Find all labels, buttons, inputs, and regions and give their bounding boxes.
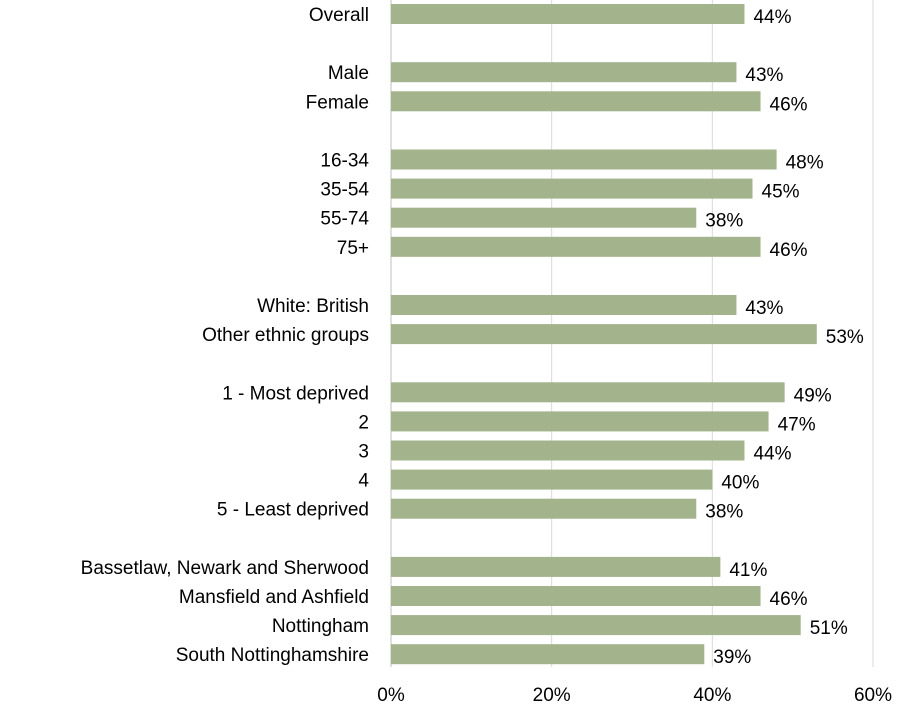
category-label-13: 5 - Least deprived (217, 500, 369, 521)
bar-1 (391, 62, 736, 82)
category-label-16: Nottingham (272, 616, 369, 637)
category-label-7: White: British (257, 296, 369, 317)
category-label-4: 35-54 (320, 180, 369, 201)
x-axis-ticks: 0% 20% 40% 60% (377, 685, 892, 706)
category-label-5: 55-74 (320, 209, 369, 230)
bar-11 (391, 441, 744, 461)
category-labels: Overall Male Female 16-34 35-54 55-74 75+ White… (81, 5, 370, 666)
category-label-8: Other ethnic groups (202, 325, 369, 346)
bar-0 (391, 4, 744, 24)
bar-4 (391, 179, 753, 199)
category-label-17: South Nottinghamshire (176, 645, 369, 666)
value-label-12: 40% (721, 473, 759, 494)
category-label-9: 1 - Most deprived (222, 383, 369, 404)
bar-10 (391, 411, 769, 431)
value-label-10: 47% (778, 414, 816, 435)
category-label-6: 75+ (337, 238, 369, 259)
bar-17 (391, 644, 704, 664)
value-label-0: 44% (753, 7, 791, 28)
category-label-1: Male (328, 63, 369, 84)
category-label-15: Mansfield and Ashfield (179, 587, 369, 608)
bar-3 (391, 150, 777, 170)
category-label-0: Overall (309, 5, 369, 26)
value-label-13: 38% (705, 502, 743, 523)
x-tick-label-0: 0% (377, 685, 405, 706)
category-label-14: Bassetlaw, Newark and Sherwood (81, 558, 369, 579)
bar-2 (391, 91, 761, 111)
value-label-7: 43% (745, 298, 783, 319)
category-label-11: 3 (358, 442, 369, 463)
bar-7 (391, 295, 736, 315)
bar-12 (391, 470, 712, 490)
value-label-9: 49% (794, 385, 832, 406)
value-label-2: 46% (770, 94, 808, 115)
category-label-2: Female (306, 92, 369, 113)
bar-9 (391, 382, 785, 402)
category-label-3: 16-34 (320, 151, 369, 172)
bar-6 (391, 237, 761, 257)
bar-13 (391, 499, 696, 519)
value-label-1: 43% (745, 65, 783, 86)
x-tick-label-2: 40% (693, 685, 731, 706)
category-label-10: 2 (358, 412, 369, 433)
bar-16 (391, 615, 801, 635)
value-label-6: 46% (770, 240, 808, 261)
value-label-15: 46% (770, 589, 808, 610)
value-label-11: 44% (753, 444, 791, 465)
value-label-17: 39% (713, 647, 751, 668)
bar-14 (391, 557, 720, 577)
value-label-16: 51% (810, 618, 848, 639)
bar-5 (391, 208, 696, 228)
value-label-3: 48% (786, 153, 824, 174)
x-tick-label-1: 20% (533, 685, 571, 706)
x-tick-label-3: 60% (854, 685, 892, 706)
bar-15 (391, 586, 761, 606)
category-label-12: 4 (358, 471, 369, 492)
value-label-14: 41% (729, 560, 767, 581)
value-label-5: 38% (705, 211, 743, 232)
bar-8 (391, 324, 817, 344)
value-label-8: 53% (826, 327, 864, 348)
value-label-4: 45% (762, 182, 800, 203)
